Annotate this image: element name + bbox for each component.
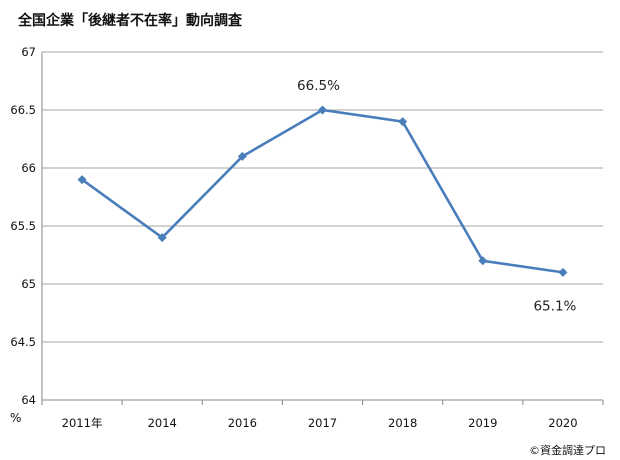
x-tick-label: 2018 bbox=[388, 416, 417, 430]
data-point-marker bbox=[157, 233, 167, 243]
series-layer bbox=[77, 105, 568, 277]
annotations: 66.5% 65.1% bbox=[297, 78, 576, 314]
data-point-marker bbox=[77, 175, 87, 185]
data-point-marker bbox=[558, 267, 568, 277]
y-tick-label: 65 bbox=[21, 277, 36, 291]
data-label: 66.5% bbox=[297, 78, 340, 94]
y-tick-label: 65.5 bbox=[10, 219, 36, 233]
data-point-marker bbox=[237, 151, 247, 161]
x-tick-label: 2019 bbox=[468, 416, 497, 430]
y-tick-label: 64.5 bbox=[10, 335, 36, 349]
series-line bbox=[81, 108, 564, 274]
chart-title: 全国企業「後継者不在率」動向調査 bbox=[18, 13, 242, 29]
gridlines bbox=[41, 51, 604, 405]
x-tick-label: 2020 bbox=[548, 416, 577, 430]
x-tick-label: 2011年 bbox=[62, 416, 103, 430]
copyright-credit: ©資金調達プロ bbox=[529, 444, 606, 457]
x-tick-label: 2017 bbox=[308, 416, 337, 430]
y-tick-label: 66 bbox=[21, 161, 36, 175]
data-point-marker bbox=[318, 105, 327, 115]
y-tick-label: 64 bbox=[21, 393, 36, 407]
data-label: 65.1% bbox=[533, 298, 576, 314]
x-axis-ticks: 2011年 2014 2016 2017 2018 2019 2020 bbox=[62, 416, 578, 430]
x-tick-label: 2016 bbox=[228, 416, 257, 430]
x-tick-label: 2014 bbox=[148, 416, 177, 430]
data-point-marker bbox=[478, 256, 488, 266]
data-point-marker bbox=[398, 117, 408, 127]
y-axis-ticks: 64 64.5 65 65.5 66 66.5 67 bbox=[10, 45, 36, 407]
y-tick-label: 66.5 bbox=[10, 103, 36, 117]
y-tick-label: 67 bbox=[21, 45, 36, 59]
y-axis-unit-label: % bbox=[10, 411, 22, 425]
